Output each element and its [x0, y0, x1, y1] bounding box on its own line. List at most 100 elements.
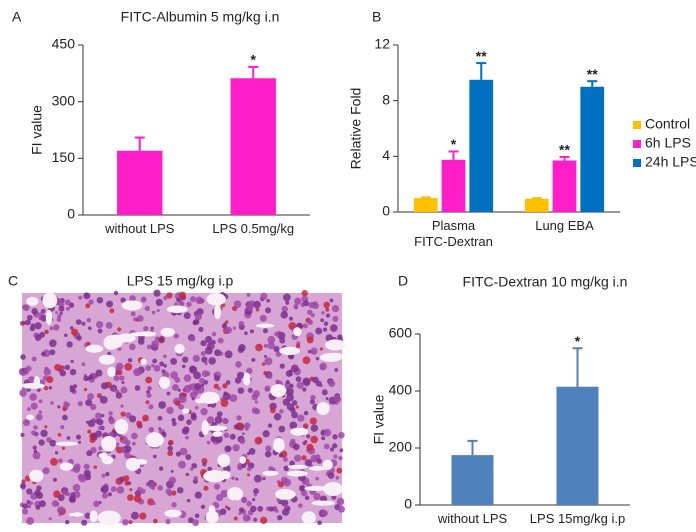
tissue-cell: [101, 492, 108, 499]
tissue-cell: [325, 397, 329, 401]
tissue-cell: [148, 426, 155, 433]
tissue-cell: [171, 417, 176, 423]
tissue-cell: [225, 380, 231, 385]
tissue-cell: [206, 440, 211, 445]
tissue-cell: [174, 400, 181, 407]
tissue-cell: [332, 434, 338, 440]
tissue-cell: [262, 430, 270, 438]
tissue-cell: [174, 376, 181, 383]
tissue-cell: [108, 431, 114, 438]
tissue-cell: [52, 477, 58, 482]
y-axis-label: FI value: [371, 394, 387, 444]
tissue-cell: [129, 488, 133, 492]
tissue-cell: [170, 371, 178, 379]
alveolus: [160, 327, 175, 337]
tissue-cell: [238, 511, 242, 516]
tissue-cell: [116, 486, 125, 494]
tissue-cell: [26, 407, 31, 412]
alveolus: [140, 358, 147, 365]
alveolus: [274, 489, 296, 500]
tissue-cell: [189, 296, 196, 303]
tissue-cell: [166, 406, 174, 415]
tissue-cell: [87, 429, 92, 434]
tissue-cell: [244, 331, 248, 336]
tissue-cell: [253, 517, 258, 522]
tissue-cell: [178, 460, 186, 469]
tissue-cell: [29, 501, 34, 506]
alveolus: [45, 309, 53, 326]
tissue-cell: [201, 356, 208, 363]
tissue-cell: [235, 477, 239, 481]
tissue-cell: [269, 407, 276, 414]
tissue-cell: [130, 311, 136, 317]
tissue-cell: [120, 446, 126, 452]
alveolus: [316, 402, 330, 416]
tissue-cell: [298, 503, 303, 508]
tissue-cell: [222, 392, 231, 401]
bar: [413, 198, 438, 212]
alveolus: [89, 510, 98, 523]
tissue-cell: [95, 369, 103, 377]
alveolus: [107, 334, 123, 349]
tissue-cell: [332, 443, 338, 449]
tissue-cell: [220, 399, 229, 407]
tissue-cell: [85, 303, 91, 309]
tissue-cell: [207, 403, 211, 408]
tissue-cell: [153, 518, 158, 524]
tissue-cell: [38, 410, 43, 414]
chart-title: FITC-Albumin 5 mg/kg i.n: [121, 9, 280, 25]
tissue-cell: [179, 301, 185, 307]
tissue-cell: [170, 357, 178, 365]
tissue-cell: [328, 380, 336, 388]
tissue-cell: [185, 454, 192, 461]
significance: **: [559, 142, 570, 158]
tissue-cell: [205, 335, 213, 344]
tissue-cell: [253, 300, 261, 309]
tissue-cell: [40, 429, 48, 438]
significance: *: [451, 136, 457, 152]
tissue-cell: [101, 413, 105, 418]
tissue-cell: [333, 454, 338, 459]
bar: [451, 455, 494, 505]
tissue-cell: [65, 491, 71, 497]
tissue-cell: [246, 466, 252, 472]
tissue-cell: [193, 318, 200, 325]
tissue-cell: [248, 448, 256, 455]
tissue-cell: [201, 458, 208, 465]
tissue-cell: [304, 459, 312, 467]
tissue-cell: [177, 414, 185, 422]
alveolus: [129, 332, 148, 337]
tissue-cell: [312, 301, 318, 306]
tissue-cell: [255, 343, 263, 352]
tissue-cell: [157, 485, 164, 491]
tissue-cell: [319, 347, 324, 351]
tissue-cell: [85, 399, 93, 407]
tissue-cell: [233, 300, 242, 308]
tissue-cell: [338, 505, 346, 513]
tissue-cell: [123, 475, 130, 482]
bar: [556, 386, 599, 505]
alveolus: [59, 462, 74, 471]
tissue-cell: [319, 362, 327, 371]
tissue-cell: [254, 436, 263, 445]
bar: [469, 79, 494, 213]
tissue-cell: [177, 388, 181, 392]
tissue-cell: [224, 505, 228, 509]
alveolus: [212, 431, 223, 437]
tissue-cell: [194, 312, 203, 321]
tissue-cell: [195, 296, 203, 305]
tissue-cell: [232, 326, 236, 330]
tissue-cell: [200, 383, 205, 387]
tissue-cell: [83, 387, 88, 392]
tissue-cell: [210, 436, 217, 442]
tissue-cell: [323, 321, 329, 326]
tissue-cell: [27, 376, 36, 384]
tissue-cell: [113, 375, 120, 382]
tissue-cell: [268, 506, 274, 512]
tissue-cell: [223, 432, 230, 439]
tissue-cell: [139, 512, 147, 520]
tissue-cell: [151, 340, 159, 348]
tissue-cell: [329, 298, 334, 303]
tissue-cell: [87, 419, 96, 428]
significance: *: [575, 333, 581, 349]
